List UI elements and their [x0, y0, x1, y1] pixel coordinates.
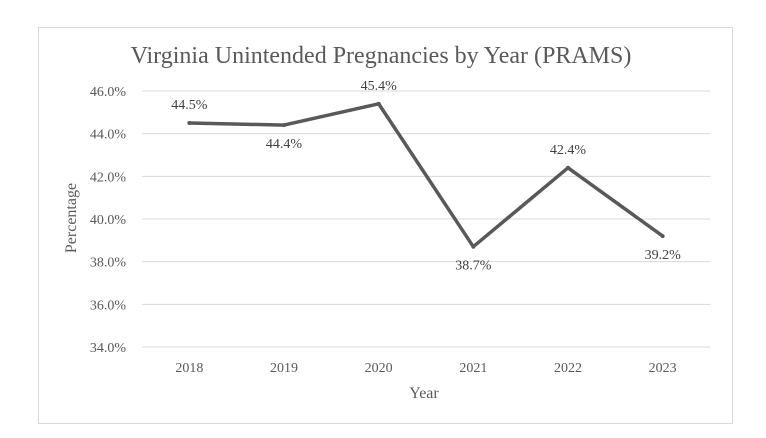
y-tick-label: 38.0%: [90, 256, 127, 271]
data-label: 38.7%: [455, 259, 492, 274]
x-tick-label: 2019: [270, 361, 298, 376]
x-tick-label: 2020: [365, 361, 393, 376]
y-tick-label: 44.0%: [90, 128, 127, 143]
y-tick-label: 46.0%: [90, 85, 127, 100]
y-tick-label: 34.0%: [90, 341, 127, 356]
data-point: [660, 234, 665, 239]
data-point: [376, 101, 381, 106]
x-tick-label: 2018: [175, 361, 203, 376]
series-line: [187, 102, 665, 249]
data-label: 42.4%: [550, 143, 587, 158]
chart-area: [38, 27, 733, 424]
data-label: 44.5%: [171, 98, 208, 113]
data-label: 45.4%: [361, 79, 398, 94]
y-tick-label: 40.0%: [90, 213, 127, 228]
y-tick-label: 36.0%: [90, 298, 127, 313]
y-tick-label: 42.0%: [90, 170, 127, 185]
data-label: 39.2%: [645, 248, 682, 263]
data-labels: 44.5% 44.4% 45.4% 38.7% 42.4% 39.2%: [171, 79, 681, 274]
data-point: [471, 244, 476, 249]
chart-title: Virginia Unintended Pregnancies by Year …: [131, 43, 632, 69]
y-axis-title: Percentage: [63, 183, 80, 253]
data-point: [566, 165, 570, 170]
x-tick-label: 2022: [554, 361, 582, 376]
x-axis-title: Year: [409, 385, 439, 402]
data-point: [282, 123, 286, 128]
gridlines: [142, 90, 710, 348]
series-layer: [187, 101, 665, 249]
x-tick-label: 2021: [459, 361, 487, 376]
data-label: 44.4%: [266, 137, 303, 152]
x-axis-ticks: 2018 2019 2020 2021 2022 2023: [175, 361, 676, 376]
data-point: [187, 121, 192, 125]
y-axis-ticks: 34.0% 36.0% 38.0% 40.0% 42.0% 44.0% 46.0%: [90, 85, 127, 356]
x-tick-label: 2023: [649, 361, 677, 376]
